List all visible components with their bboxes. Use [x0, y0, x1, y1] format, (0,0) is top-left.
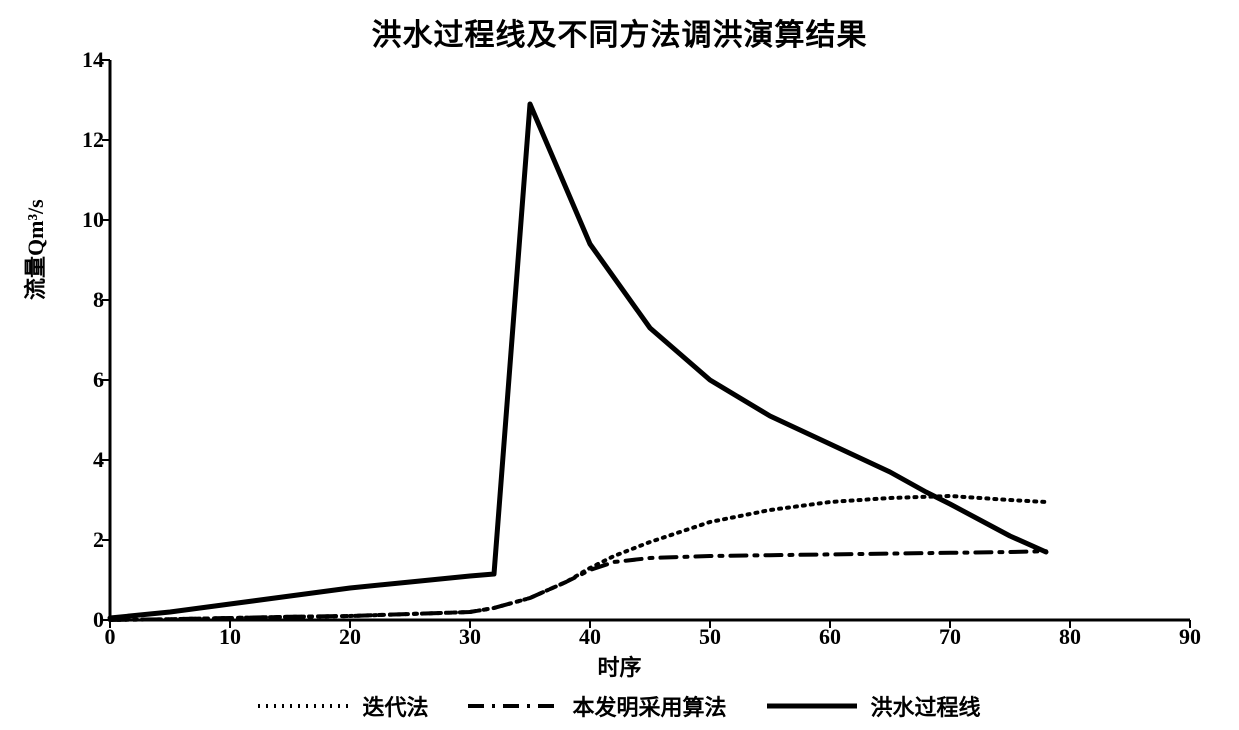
- y-tick-label: 12: [64, 127, 104, 153]
- legend-swatch: [468, 696, 558, 716]
- x-tick-label: 40: [579, 624, 601, 650]
- x-tick-label: 50: [699, 624, 721, 650]
- x-tick-label: 60: [819, 624, 841, 650]
- y-tick-label: 8: [64, 287, 104, 313]
- x-tick-label: 10: [219, 624, 241, 650]
- legend-swatch: [767, 696, 857, 716]
- x-tick-label: 90: [1179, 624, 1201, 650]
- x-tick-label: 70: [939, 624, 961, 650]
- legend-item: 洪水过程线: [767, 690, 981, 722]
- x-tick-label: 30: [459, 624, 481, 650]
- chart-container: 洪水过程线及不同方法调洪演算结果 流量Qm³/s 0 2 4 6 8 10 12 14 0 10…: [0, 0, 1239, 730]
- y-tick-label: 4: [64, 447, 104, 473]
- y-tick-label: 2: [64, 527, 104, 553]
- x-tick-label: 80: [1059, 624, 1081, 650]
- legend-item: 迭代法: [258, 690, 428, 722]
- x-tick-label: 0: [105, 624, 116, 650]
- legend-item: 本发明采用算法: [468, 690, 726, 722]
- y-tick-label: 10: [64, 207, 104, 233]
- plot-area: [110, 60, 1190, 620]
- legend-label: 本发明采用算法: [572, 690, 726, 722]
- legend-swatch: [258, 696, 348, 716]
- y-tick-label: 6: [64, 367, 104, 393]
- x-tick-label: 20: [339, 624, 361, 650]
- legend: 迭代法 本发明采用算法 洪水过程线: [0, 690, 1239, 722]
- x-axis-label: 时序: [0, 650, 1239, 682]
- legend-label: 迭代法: [362, 690, 428, 722]
- y-tick-label: 0: [64, 607, 104, 633]
- legend-label: 洪水过程线: [871, 690, 981, 722]
- plot-svg: [110, 60, 1190, 620]
- y-axis-label: 流量Qm³/s: [18, 199, 50, 300]
- chart-title: 洪水过程线及不同方法调洪演算结果: [0, 10, 1239, 54]
- y-tick-label: 14: [64, 47, 104, 73]
